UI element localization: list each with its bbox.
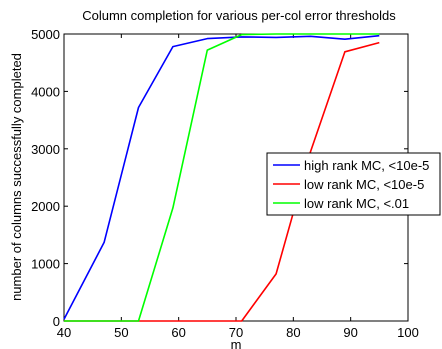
legend-label: low rank MC, <10e-5 <box>304 177 424 192</box>
legend: high rank MC, <10e-5 low rank MC, <10e-5 l… <box>266 152 441 216</box>
x-tick-label: 70 <box>229 325 243 340</box>
series-layer <box>63 33 380 322</box>
legend-label: high rank MC, <10e-5 <box>304 158 429 173</box>
legend-label: low rank MC, <.01 <box>304 196 409 211</box>
y-axis-label: number of columns successfully completed <box>9 53 24 301</box>
x-tick-label: 90 <box>343 325 357 340</box>
series-line-1 <box>63 34 380 320</box>
series-line-3 <box>64 33 380 322</box>
x-tick-label: 40 <box>57 325 71 340</box>
x-tick-label: 100 <box>397 325 419 340</box>
y-tick-label: 1000 <box>31 257 60 272</box>
y-tick-label: 4000 <box>31 84 60 99</box>
x-tick-label: 60 <box>171 325 185 340</box>
y-tick-label: 2000 <box>31 199 60 214</box>
x-tick-label: 50 <box>114 325 128 340</box>
chart-title: Column completion for various per-col er… <box>82 8 396 23</box>
x-axis-label: m <box>231 337 242 349</box>
y-tick-label: 3000 <box>31 142 60 157</box>
y-tick-label: 5000 <box>31 27 60 42</box>
x-tick-label: 80 <box>286 325 300 340</box>
y-tick-label: 0 <box>53 314 60 329</box>
